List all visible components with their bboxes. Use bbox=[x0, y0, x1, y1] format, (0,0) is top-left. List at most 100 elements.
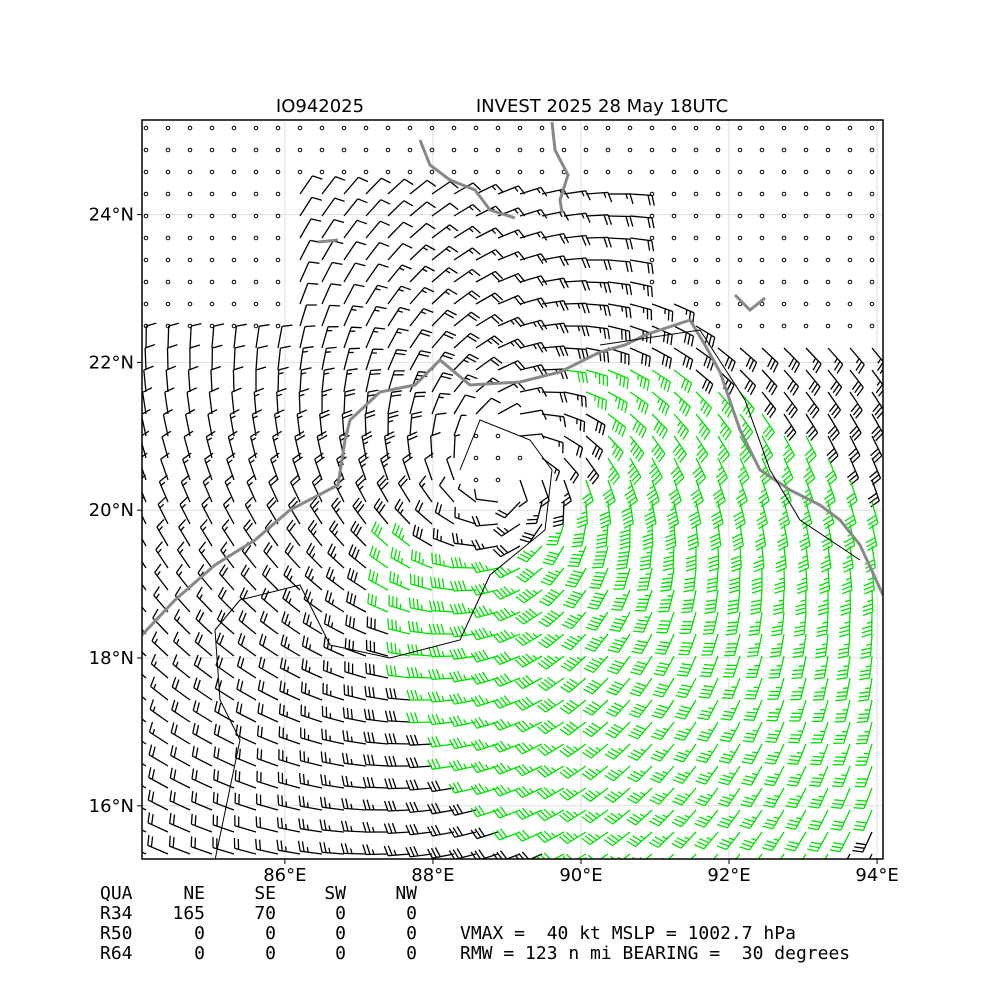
wind-barb bbox=[409, 222, 436, 239]
wind-barb bbox=[613, 567, 631, 590]
wind-barb bbox=[783, 391, 798, 419]
wind-barb bbox=[409, 179, 437, 195]
wind-barb bbox=[519, 341, 548, 353]
wind-barb bbox=[607, 457, 621, 485]
wind-barb bbox=[365, 327, 386, 349]
wind-barb bbox=[427, 736, 455, 748]
wind-barb bbox=[164, 387, 175, 415]
wind-barb bbox=[492, 806, 521, 819]
wind-barb bbox=[189, 322, 202, 349]
wind-barb bbox=[261, 564, 279, 591]
wind-barb bbox=[407, 643, 433, 657]
wind-barb bbox=[712, 479, 726, 508]
calm-dot bbox=[803, 323, 809, 329]
wind-barb bbox=[186, 387, 197, 415]
calm-dot bbox=[165, 235, 171, 241]
calm-dot bbox=[869, 191, 875, 197]
wind-barb bbox=[784, 831, 807, 852]
calm-dot bbox=[473, 147, 479, 153]
wind-barb bbox=[739, 391, 755, 418]
calm-dot bbox=[693, 147, 699, 153]
wind-barb bbox=[561, 479, 572, 508]
wind-barb bbox=[405, 734, 433, 746]
wind-barb bbox=[716, 831, 741, 851]
calm-dot bbox=[869, 125, 875, 131]
wind-barb bbox=[603, 809, 631, 825]
wind-barb bbox=[585, 369, 609, 387]
wind-barb bbox=[717, 435, 730, 464]
calm-dot bbox=[319, 169, 325, 175]
wind-barb bbox=[409, 411, 423, 437]
wind-barb bbox=[321, 283, 342, 305]
wind-barb bbox=[406, 667, 433, 679]
wind-barb bbox=[405, 846, 433, 858]
wind-barb bbox=[284, 542, 301, 569]
wind-barb bbox=[158, 474, 169, 503]
table-cell: QUA bbox=[100, 883, 133, 904]
wind-barb bbox=[405, 779, 433, 791]
wind-barb bbox=[783, 347, 801, 374]
wind-barb bbox=[348, 544, 367, 569]
wind-barb bbox=[607, 369, 629, 389]
coastline-path bbox=[317, 121, 766, 313]
wind-barb bbox=[409, 244, 436, 261]
wind-barb bbox=[406, 689, 432, 701]
wind-barb bbox=[584, 633, 609, 652]
wind-barb bbox=[208, 387, 220, 415]
wind-barb bbox=[340, 843, 367, 855]
wind-barb bbox=[820, 545, 832, 573]
wind-barb bbox=[672, 435, 687, 463]
calm-dot bbox=[649, 213, 655, 219]
calm-dot bbox=[737, 301, 743, 307]
wind-barb bbox=[380, 452, 391, 481]
grid bbox=[142, 120, 883, 859]
wind-barb bbox=[350, 520, 367, 547]
wind-barb bbox=[632, 611, 653, 633]
wind-barb bbox=[453, 247, 481, 261]
calm-dot bbox=[715, 147, 721, 153]
calm-dot bbox=[231, 169, 237, 175]
wind-barb bbox=[497, 316, 526, 328]
wind-barb bbox=[492, 629, 521, 644]
calm-dot bbox=[671, 279, 677, 285]
wind-barb bbox=[212, 791, 235, 811]
wind-barb bbox=[410, 549, 433, 569]
wind-barb bbox=[438, 476, 455, 503]
wind-barb bbox=[651, 369, 672, 393]
wind-barb bbox=[376, 474, 389, 503]
wind-barb bbox=[514, 829, 543, 842]
calm-dot bbox=[649, 125, 655, 131]
wind-barb bbox=[320, 751, 345, 767]
wind-barb bbox=[151, 631, 169, 657]
wind-barb bbox=[629, 413, 647, 439]
wind-barb bbox=[470, 671, 499, 685]
wind-barb bbox=[607, 633, 631, 654]
wind-barb bbox=[860, 633, 873, 659]
wind-barb bbox=[563, 457, 580, 484]
wind-barb bbox=[263, 542, 279, 569]
calm-dot bbox=[165, 301, 171, 307]
wind-barb bbox=[695, 325, 716, 348]
wind-barb bbox=[448, 781, 477, 794]
wind-barb bbox=[827, 369, 843, 397]
wind-barb bbox=[536, 787, 565, 800]
wind-barb bbox=[672, 765, 697, 785]
calm-dot bbox=[143, 147, 149, 153]
wind-barb bbox=[390, 546, 411, 569]
wind-barb bbox=[364, 409, 376, 437]
wind-barb bbox=[234, 747, 257, 767]
calm-dot bbox=[517, 455, 523, 461]
calm-dot bbox=[143, 191, 149, 197]
wind-barb bbox=[343, 262, 366, 283]
wind-barb bbox=[817, 589, 829, 616]
wind-barb bbox=[871, 391, 883, 419]
calm-dot bbox=[869, 301, 875, 307]
wind-barb bbox=[224, 474, 235, 503]
wind-barb bbox=[453, 182, 482, 195]
wind-barb bbox=[604, 743, 631, 760]
wind-barb bbox=[692, 457, 707, 486]
calm-dot bbox=[231, 191, 237, 197]
wind-barb bbox=[190, 813, 213, 833]
table-cell: NW bbox=[395, 883, 417, 904]
wind-barb bbox=[607, 325, 631, 342]
